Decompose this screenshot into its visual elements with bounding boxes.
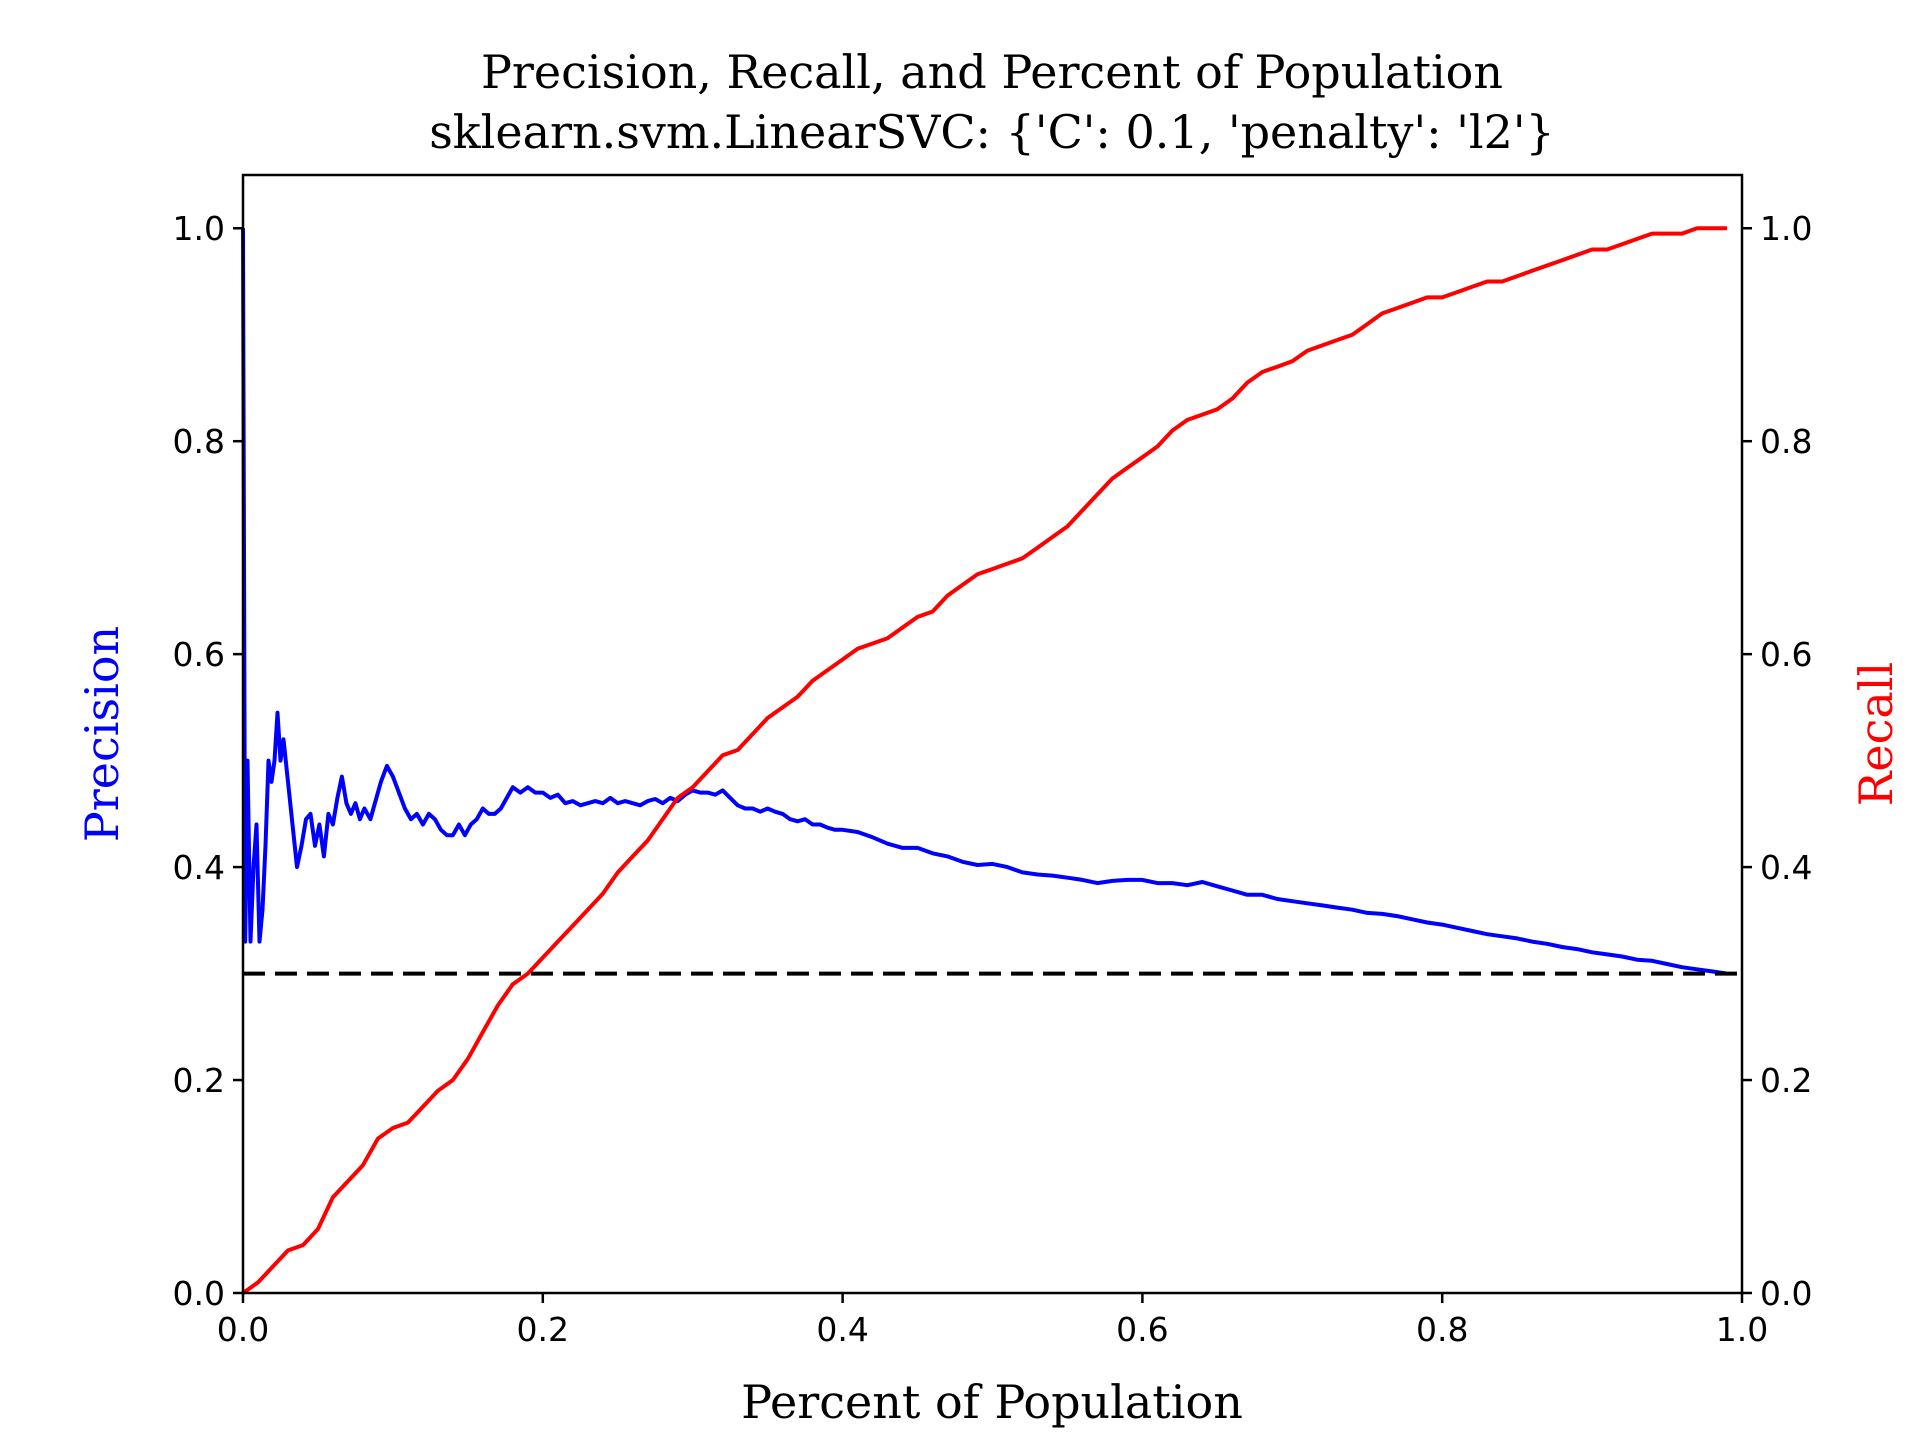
left-y-tick-label: 0.4 bbox=[173, 848, 225, 887]
left-y-tick-label: 0.8 bbox=[173, 422, 225, 461]
left-y-tick-label: 0.2 bbox=[173, 1061, 225, 1100]
right-y-tick-label: 0.0 bbox=[1760, 1274, 1812, 1313]
plot-frame bbox=[241, 173, 1744, 1295]
left-y-tick-label: 0.6 bbox=[173, 635, 225, 674]
x-tick-label: 0.4 bbox=[816, 1310, 868, 1349]
right-y-tick-label: 1.0 bbox=[1760, 209, 1812, 248]
x-tick-label: 0.2 bbox=[517, 1310, 569, 1349]
right-y-axis-label: Recall bbox=[1849, 662, 1903, 806]
series-layer bbox=[241, 226, 1742, 1295]
chart-subtitle: sklearn.svm.LinearSVC: {'C': 0.1, 'penal… bbox=[429, 105, 1555, 159]
right-y-tick-label: 0.2 bbox=[1760, 1061, 1812, 1100]
x-tick-label: 0.6 bbox=[1116, 1310, 1168, 1349]
ticks-layer: 0.0 0.2 0.4 0.6 0.8 1.00.00.20.40.60.81.00.00… bbox=[173, 209, 1813, 1349]
left-y-tick-label: 1.0 bbox=[173, 209, 225, 248]
right-y-tick-label: 0.8 bbox=[1760, 422, 1812, 461]
recall-line bbox=[241, 226, 1727, 1295]
x-tick-label: 1.0 bbox=[1716, 1310, 1768, 1349]
left-y-tick-label: 0.0 bbox=[173, 1274, 225, 1313]
right-y-tick-label: 0.6 bbox=[1760, 635, 1812, 674]
x-tick-label: 0.8 bbox=[1416, 1310, 1468, 1349]
chart-title: Precision, Recall, and Percent of Popula… bbox=[481, 45, 1503, 99]
x-axis-label: Percent of Population bbox=[741, 1375, 1243, 1429]
x-tick-label: 0.0 bbox=[217, 1310, 269, 1349]
left-y-axis-label: Precision bbox=[75, 626, 129, 842]
right-y-tick-label: 0.4 bbox=[1760, 848, 1812, 887]
